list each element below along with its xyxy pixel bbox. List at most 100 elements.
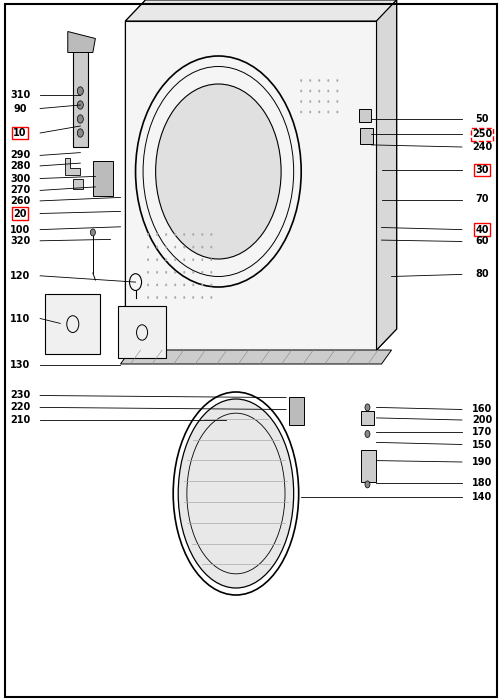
Circle shape (183, 258, 185, 261)
Text: 10: 10 (14, 128, 27, 138)
Text: 180: 180 (471, 478, 491, 488)
Circle shape (192, 284, 194, 286)
FancyBboxPatch shape (118, 306, 165, 358)
Circle shape (90, 229, 95, 236)
Ellipse shape (178, 399, 293, 588)
Text: 270: 270 (10, 186, 30, 195)
Circle shape (165, 296, 167, 299)
Circle shape (156, 284, 158, 286)
Polygon shape (120, 350, 391, 364)
Circle shape (327, 111, 329, 113)
Text: 220: 220 (10, 402, 30, 412)
FancyBboxPatch shape (45, 294, 100, 354)
Text: 120: 120 (10, 271, 30, 281)
Text: 260: 260 (10, 196, 30, 206)
Circle shape (192, 271, 194, 274)
Polygon shape (68, 32, 95, 52)
Circle shape (183, 296, 185, 299)
Circle shape (300, 100, 302, 103)
Circle shape (147, 246, 149, 248)
Circle shape (336, 111, 338, 113)
Circle shape (174, 233, 176, 236)
Circle shape (309, 79, 311, 82)
Circle shape (183, 271, 185, 274)
Circle shape (309, 90, 311, 92)
Circle shape (147, 271, 149, 274)
Circle shape (201, 233, 203, 236)
Text: 70: 70 (474, 195, 487, 204)
FancyBboxPatch shape (288, 397, 303, 425)
Circle shape (77, 87, 83, 95)
Circle shape (174, 246, 176, 248)
Circle shape (364, 430, 369, 438)
Circle shape (183, 233, 185, 236)
Circle shape (210, 246, 212, 248)
Text: 90: 90 (14, 104, 27, 113)
FancyBboxPatch shape (360, 128, 372, 144)
FancyBboxPatch shape (73, 178, 83, 189)
Circle shape (147, 233, 149, 236)
Polygon shape (65, 158, 80, 175)
Circle shape (155, 84, 281, 259)
Text: 290: 290 (10, 150, 30, 160)
Circle shape (210, 284, 212, 286)
Circle shape (327, 79, 329, 82)
Circle shape (156, 246, 158, 248)
Circle shape (300, 90, 302, 92)
Circle shape (192, 296, 194, 299)
Circle shape (336, 79, 338, 82)
Text: 130: 130 (10, 360, 30, 370)
FancyBboxPatch shape (73, 38, 88, 147)
Circle shape (183, 284, 185, 286)
Text: 150: 150 (471, 440, 491, 449)
Text: 30: 30 (474, 165, 487, 175)
Polygon shape (125, 21, 376, 350)
Circle shape (156, 271, 158, 274)
Circle shape (364, 481, 369, 488)
Text: 240: 240 (471, 142, 491, 152)
Text: 80: 80 (474, 270, 488, 279)
Circle shape (336, 90, 338, 92)
Circle shape (165, 246, 167, 248)
Circle shape (147, 284, 149, 286)
Circle shape (147, 258, 149, 261)
Circle shape (210, 271, 212, 274)
Text: 160: 160 (471, 405, 491, 414)
Circle shape (165, 233, 167, 236)
Circle shape (309, 111, 311, 113)
Polygon shape (376, 0, 396, 350)
Circle shape (156, 233, 158, 236)
Text: 60: 60 (474, 237, 487, 246)
Circle shape (318, 111, 320, 113)
Circle shape (327, 90, 329, 92)
Circle shape (210, 296, 212, 299)
FancyBboxPatch shape (361, 450, 376, 482)
Text: 310: 310 (10, 90, 30, 99)
Circle shape (318, 90, 320, 92)
Text: 110: 110 (10, 314, 30, 323)
Circle shape (309, 100, 311, 103)
FancyBboxPatch shape (93, 161, 113, 196)
Circle shape (165, 271, 167, 274)
Circle shape (147, 296, 149, 299)
Circle shape (210, 233, 212, 236)
Circle shape (336, 100, 338, 103)
Polygon shape (125, 0, 396, 21)
Text: 320: 320 (10, 236, 30, 246)
Circle shape (77, 115, 83, 123)
Text: 300: 300 (10, 174, 30, 183)
Circle shape (192, 258, 194, 261)
Text: 280: 280 (10, 161, 30, 171)
Circle shape (201, 284, 203, 286)
Circle shape (192, 233, 194, 236)
FancyBboxPatch shape (358, 109, 371, 122)
Circle shape (174, 271, 176, 274)
Text: 230: 230 (10, 391, 30, 400)
Circle shape (300, 79, 302, 82)
Circle shape (300, 111, 302, 113)
Circle shape (165, 258, 167, 261)
Circle shape (318, 100, 320, 103)
Circle shape (156, 296, 158, 299)
Text: 100: 100 (10, 225, 30, 235)
Text: 190: 190 (471, 457, 491, 467)
